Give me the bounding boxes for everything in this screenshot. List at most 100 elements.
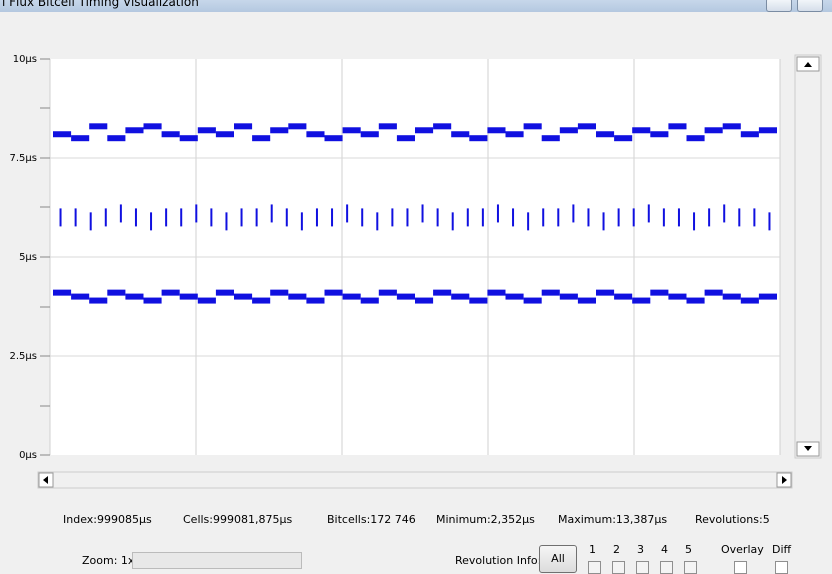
all-button[interactable]: All [539, 545, 577, 573]
data-dash [331, 208, 334, 227]
data-dash [542, 208, 545, 227]
data-segment [668, 123, 687, 130]
status-text: Revolutions:5 [695, 513, 770, 526]
data-segment [758, 127, 777, 134]
data-dash [753, 208, 756, 227]
overlay-label: Overlay [721, 543, 764, 556]
maximize-button[interactable] [797, 0, 823, 12]
data-segment [107, 289, 126, 296]
data-segment [469, 135, 488, 142]
data-dash [346, 204, 349, 223]
data-dash [768, 212, 771, 231]
data-segment [71, 135, 90, 142]
data-dash [527, 212, 530, 231]
data-dash [104, 208, 107, 227]
data-dash [723, 204, 726, 223]
revolution-checkbox[interactable] [612, 561, 625, 574]
data-dash [406, 208, 409, 227]
arrow-icon [804, 446, 812, 451]
arrow-icon [804, 62, 812, 67]
data-dash [693, 212, 696, 231]
overlay-checkbox[interactable] [734, 561, 747, 574]
data-dash [708, 208, 711, 227]
data-segment [324, 135, 343, 142]
data-dash [300, 212, 303, 231]
data-segment [107, 135, 126, 142]
diff-checkbox[interactable] [775, 561, 788, 574]
data-dash [180, 208, 183, 227]
data-segment [179, 135, 198, 142]
status-text: Maximum:13,387µs [558, 513, 668, 526]
data-segment [415, 127, 434, 134]
data-segment [577, 297, 596, 304]
data-segment [288, 293, 307, 300]
data-segment [686, 135, 705, 142]
data-segment [559, 127, 578, 134]
data-segment [722, 293, 741, 300]
revolution-label: 4 [661, 543, 668, 556]
data-segment [324, 289, 343, 296]
arrow-icon [782, 476, 787, 484]
horizontal-scrollbar[interactable] [37, 471, 793, 489]
y-tick-label: 7.5µs [10, 153, 37, 164]
data-segment [125, 127, 144, 134]
status-text: Cells:999081,875µs [183, 513, 293, 526]
revolution-checkbox[interactable] [636, 561, 649, 574]
data-dash [587, 208, 590, 227]
data-segment [632, 127, 651, 134]
data-segment [668, 293, 687, 300]
status-text: Minimum:2,352µs [436, 513, 535, 526]
data-segment [252, 135, 271, 142]
data-segment [215, 131, 234, 138]
revolution-checkbox[interactable] [588, 561, 601, 574]
data-dash [496, 204, 499, 223]
data-dash [466, 208, 469, 227]
data-dash [376, 212, 379, 231]
data-segment [89, 123, 108, 130]
data-segment [270, 127, 289, 134]
revolution-info-label: Revolution Info: [455, 554, 542, 567]
data-segment [632, 297, 651, 304]
data-segment [433, 289, 452, 296]
data-dash [315, 208, 318, 227]
data-dash [617, 208, 620, 227]
title-bar: l Flux Bitcell Timing Visualization [0, 0, 832, 12]
data-segment [161, 131, 180, 138]
data-segment [415, 297, 434, 304]
data-dash [59, 208, 62, 227]
data-dash [89, 212, 92, 231]
data-dash [647, 204, 650, 223]
data-dash [632, 208, 635, 227]
data-segment [596, 131, 615, 138]
y-tick-label: 5µs [19, 252, 37, 263]
data-segment [541, 289, 560, 296]
chart: 0µs 2.5µs 5µs 7.5µs 10µs [10, 54, 822, 489]
data-segment [89, 297, 108, 304]
data-dash [195, 204, 198, 223]
diff-label: Diff [772, 543, 792, 556]
data-dash [451, 212, 454, 231]
data-segment [360, 297, 379, 304]
data-dash [677, 208, 680, 227]
revolution-checkbox[interactable] [660, 561, 673, 574]
data-segment [71, 293, 90, 300]
data-segment [523, 297, 542, 304]
y-tick-label: 0µs [19, 450, 37, 461]
data-segment [270, 289, 289, 296]
data-dash [436, 208, 439, 227]
data-dash [240, 208, 243, 227]
y-tick-label: 2.5µs [10, 351, 37, 362]
vertical-scrollbar[interactable] [794, 54, 822, 459]
minimize-button[interactable] [766, 0, 792, 12]
data-dash [738, 208, 741, 227]
data-segment [740, 131, 759, 138]
y-tick-label: 10µs [13, 54, 37, 65]
data-segment [614, 293, 633, 300]
data-dash [361, 208, 364, 227]
revolution-checkbox[interactable] [684, 561, 697, 574]
data-segment [342, 293, 361, 300]
zoom-slider[interactable] [132, 552, 302, 569]
revolution-label: 3 [637, 543, 644, 556]
data-segment [125, 293, 144, 300]
